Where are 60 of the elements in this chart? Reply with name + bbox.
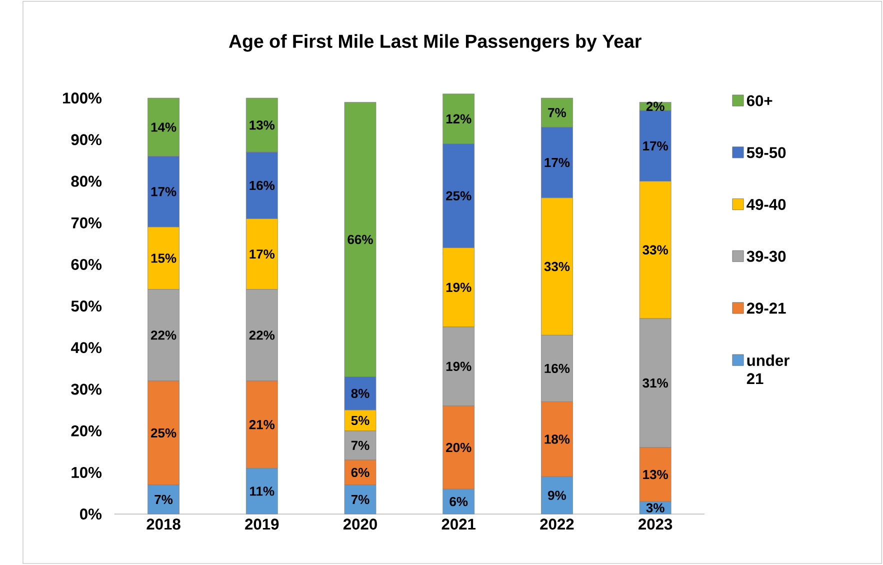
data-label: 15% xyxy=(151,254,176,263)
x-tick-label: 2019 xyxy=(245,518,279,530)
data-label: 3% xyxy=(646,503,664,513)
data-label: 25% xyxy=(446,191,472,201)
data-label: 22% xyxy=(150,330,176,340)
y-tick-label: 30% xyxy=(71,384,102,395)
data-label: 17% xyxy=(151,187,176,196)
data-label: 14% xyxy=(151,122,176,132)
y-tick-label: 10% xyxy=(72,467,102,478)
data-label: 13% xyxy=(250,120,275,130)
legend-label: 29-21 xyxy=(746,302,786,314)
data-label: 19% xyxy=(446,282,472,292)
data-label: 20% xyxy=(446,443,472,452)
data-label: 7% xyxy=(154,495,173,504)
x-tick-label: 2020 xyxy=(343,518,377,530)
data-label: 21% xyxy=(249,420,275,430)
y-tick-label: 90% xyxy=(71,134,102,146)
chart-title: Age of First Mile Last Mile Passengers by Year xyxy=(228,34,642,52)
data-label: 16% xyxy=(544,364,570,374)
y-tick-label: 60% xyxy=(71,259,102,270)
data-label: 25% xyxy=(150,428,176,438)
data-label: 6% xyxy=(450,497,468,506)
data-label: 16% xyxy=(250,180,275,190)
y-tick-label: 50% xyxy=(71,300,102,312)
legend-label: 60+ xyxy=(746,95,772,106)
y-tick-label: 80% xyxy=(71,176,102,187)
data-label: 17% xyxy=(643,141,668,151)
y-tick-label: 40% xyxy=(70,342,102,354)
data-label: 9% xyxy=(548,490,566,500)
data-label: 5% xyxy=(351,416,370,426)
legend-label: 39-30 xyxy=(746,250,786,262)
data-label: 66% xyxy=(348,235,373,244)
data-label: 33% xyxy=(642,245,668,255)
data-label: 12% xyxy=(446,114,472,124)
y-tick-label: 100% xyxy=(63,92,102,104)
data-label: 7% xyxy=(351,495,370,504)
data-label: 7% xyxy=(548,108,566,118)
data-label: 7% xyxy=(351,440,370,450)
legend-label: 59-50 xyxy=(746,147,786,158)
data-label: 8% xyxy=(351,388,370,398)
legend-label: 49-40 xyxy=(746,199,786,210)
data-label: 2% xyxy=(646,102,664,112)
x-tick-label: 2018 xyxy=(146,518,180,530)
x-tick-label: 2021 xyxy=(442,518,476,530)
data-label: 19% xyxy=(446,362,472,372)
data-label: 11% xyxy=(250,486,274,496)
y-tick-label: 70% xyxy=(71,217,102,228)
data-label: 17% xyxy=(544,158,570,168)
data-label: 17% xyxy=(250,250,275,259)
data-label: 13% xyxy=(643,470,668,480)
data-label: 31% xyxy=(642,378,668,388)
legend-label: under 21 xyxy=(746,354,790,384)
data-label: 18% xyxy=(544,434,570,444)
x-tick-label: 2023 xyxy=(638,518,672,530)
data-label: 22% xyxy=(249,330,275,340)
y-tick-label: 0% xyxy=(80,508,102,520)
x-tick-label: 2022 xyxy=(540,518,574,530)
y-tick-label: 20% xyxy=(71,425,102,436)
data-label: 33% xyxy=(544,262,570,272)
data-label: 6% xyxy=(351,468,370,478)
